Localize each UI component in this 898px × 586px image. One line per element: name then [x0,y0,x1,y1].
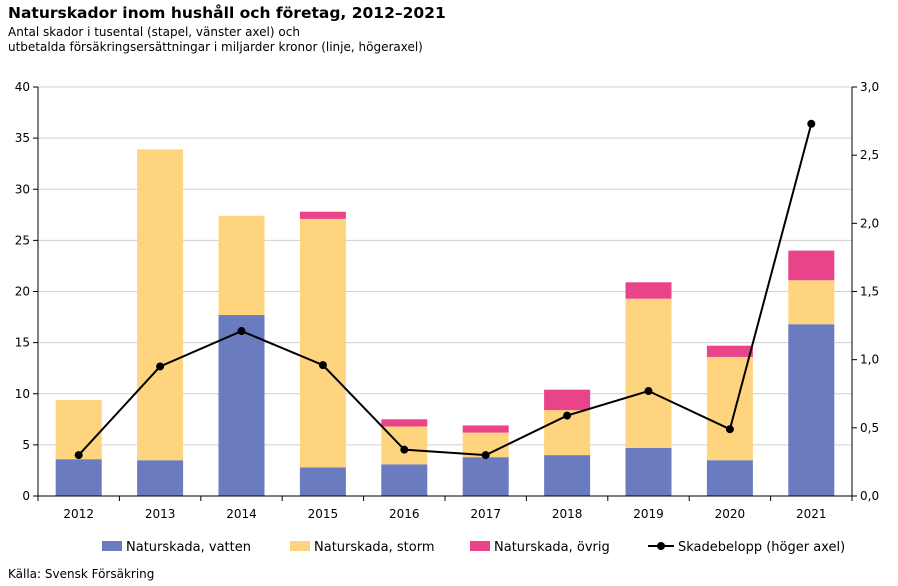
axes: 0 5 10 15 20 25 30 35 40 0,0 0,5 1,0 1,5 2,0 2,5 3,0 201… [15,80,879,521]
line-point-2016 [400,445,409,454]
bar-2014-storm [218,215,265,316]
legend-item-2-swatch [290,541,310,551]
left-tick-label-30: 30 [15,182,30,196]
bar-2012-vatten [55,459,102,496]
right-tick-label-1,0: 1,0 [860,353,879,367]
chart-title: Naturskador inom hushåll och företag, 20… [8,4,446,22]
legend-item-3-label: Naturskada, övrig [494,540,610,555]
right-tick-label-0,0: 0,0 [860,489,879,503]
x-tick-label-2015: 2015 [308,507,339,521]
bar-2012-storm [55,399,102,460]
bars [55,149,835,496]
chart: 0 5 10 15 20 25 30 35 40 0,0 0,5 1,0 1,5 2,0 2,5 3,0 201… [15,80,879,555]
line-point-2015 [318,361,327,370]
bar-2019-vatten [625,447,672,496]
x-tick-label-2020: 2020 [715,507,746,521]
legend-item-1-label: Naturskada, vatten [126,540,251,555]
bar-2017-vatten [462,457,509,496]
bar-2020-övrig [706,345,753,357]
line-point-2014 [237,327,246,336]
right-tick-label-3,0: 3,0 [860,80,879,94]
chart-subtitle-line-2: utbetalda försäkringsersättningar i milj… [8,40,423,54]
left-tick-label-40: 40 [15,80,30,94]
source-note: Källa: Svensk Försäkring [8,567,155,581]
x-tick-label-2016: 2016 [389,507,420,521]
x-tick-label-2014: 2014 [226,507,257,521]
bar-2013-storm [137,149,184,461]
x-tick-label-2013: 2013 [145,507,176,521]
bar-2015-vatten [299,467,346,496]
x-tick-label-2019: 2019 [633,507,664,521]
line-skadebelopp [77,123,813,457]
line-point-2013 [156,362,165,371]
left-tick-label-15: 15 [15,336,30,350]
legend: Naturskada, vatten Naturskada, storm Natur… [102,540,845,555]
bar-2014-vatten [218,315,265,496]
legend-item-2-label: Naturskada, storm [314,540,435,555]
left-tick-label-5: 5 [22,438,30,452]
left-tick-label-20: 20 [15,285,30,299]
bar-2018-övrig [544,389,591,411]
chart-subtitle-line-1: Antal skador i tusental (stapel, vänster… [8,25,300,39]
left-tick-label-0: 0 [22,489,30,503]
line-point-2018 [563,411,572,420]
bar-2016-övrig [381,419,428,427]
x-tick-label-2017: 2017 [470,507,501,521]
right-tick-label-2,0: 2,0 [860,216,879,230]
left-tick-label-35: 35 [15,131,30,145]
bar-2017-övrig [462,425,509,433]
bar-2013-vatten [137,460,184,496]
line-point-2020 [725,425,734,434]
right-tick-label-2,5: 2,5 [860,148,879,162]
line-point-2012 [74,451,83,460]
legend-item-4-label: Skadebelopp (höger axel) [678,540,845,555]
x-tick-label-2012: 2012 [63,507,94,521]
line-point-2017 [481,451,490,460]
left-tick-label-10: 10 [15,387,30,401]
left-tick-label-25: 25 [15,233,30,247]
bar-2015-övrig [299,211,346,219]
right-tick-label-1,5: 1,5 [860,285,879,299]
bar-2021-övrig [788,250,835,281]
right-tick-label-0,5: 0,5 [860,421,879,435]
legend-item-1-swatch [102,541,122,551]
line-point-2021 [807,119,816,128]
line-point-2019 [644,387,653,396]
bar-2015-storm [299,218,346,468]
bar-2019-storm [625,298,672,448]
x-tick-label-2021: 2021 [796,507,827,521]
x-tick-label-2018: 2018 [552,507,583,521]
bar-2019-övrig [625,282,672,299]
legend-item-4-marker [657,542,665,550]
legend-item-3-swatch [470,541,490,551]
bar-2020-vatten [706,460,753,496]
bar-2021-vatten [788,324,835,496]
bar-2018-vatten [544,455,591,496]
bar-2021-storm [788,280,835,325]
line-series [74,119,816,460]
bar-2016-vatten [381,464,428,496]
